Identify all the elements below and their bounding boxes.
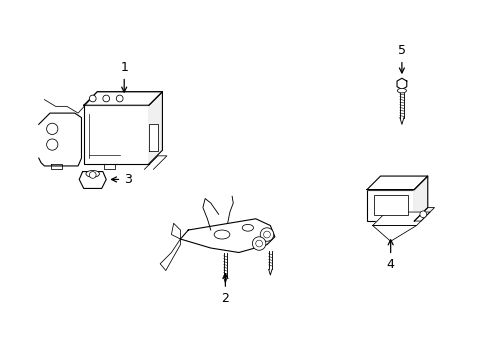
Circle shape — [260, 228, 273, 241]
Bar — [366, 190, 413, 221]
Polygon shape — [79, 172, 106, 188]
Polygon shape — [83, 92, 162, 105]
Ellipse shape — [214, 230, 229, 239]
Ellipse shape — [86, 170, 99, 177]
Polygon shape — [413, 176, 427, 221]
Circle shape — [263, 231, 270, 238]
Ellipse shape — [242, 224, 253, 231]
Bar — [83, 105, 149, 164]
Polygon shape — [372, 212, 429, 225]
Polygon shape — [180, 219, 274, 252]
Polygon shape — [149, 92, 162, 164]
Text: 2: 2 — [221, 274, 229, 305]
Polygon shape — [171, 223, 180, 239]
Circle shape — [255, 240, 262, 247]
Text: 4: 4 — [386, 240, 394, 271]
Polygon shape — [160, 239, 180, 270]
Text: 5: 5 — [397, 44, 405, 73]
Polygon shape — [149, 124, 158, 151]
Circle shape — [89, 95, 96, 102]
Circle shape — [102, 95, 109, 102]
Ellipse shape — [397, 88, 406, 93]
Circle shape — [252, 237, 265, 250]
Polygon shape — [413, 208, 434, 221]
Circle shape — [116, 95, 123, 102]
Text: 1: 1 — [120, 61, 128, 92]
Text: 3: 3 — [111, 173, 132, 186]
Polygon shape — [372, 225, 416, 241]
Polygon shape — [366, 176, 427, 190]
Bar — [373, 195, 407, 215]
Circle shape — [89, 172, 96, 178]
Circle shape — [46, 123, 58, 135]
Polygon shape — [39, 113, 81, 166]
Circle shape — [46, 139, 58, 150]
Polygon shape — [396, 78, 406, 90]
Circle shape — [419, 211, 426, 218]
